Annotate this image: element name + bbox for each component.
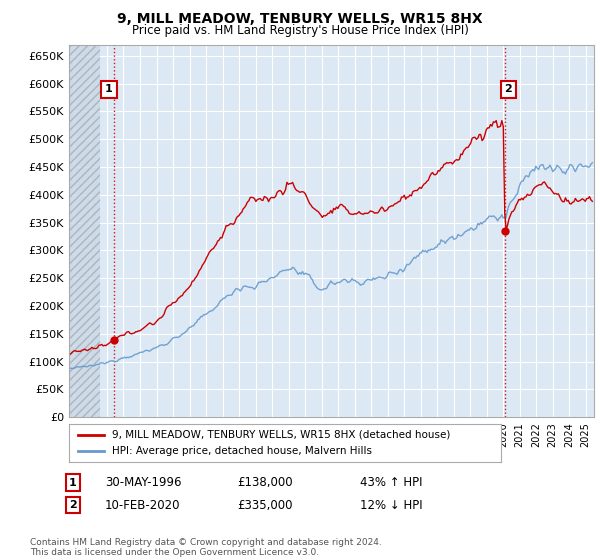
- Text: 2: 2: [69, 500, 77, 510]
- Text: £335,000: £335,000: [237, 498, 293, 512]
- Text: 12% ↓ HPI: 12% ↓ HPI: [360, 498, 422, 512]
- Text: 9, MILL MEADOW, TENBURY WELLS, WR15 8HX (detached house): 9, MILL MEADOW, TENBURY WELLS, WR15 8HX …: [112, 430, 451, 440]
- Text: 9, MILL MEADOW, TENBURY WELLS, WR15 8HX: 9, MILL MEADOW, TENBURY WELLS, WR15 8HX: [117, 12, 483, 26]
- Text: £138,000: £138,000: [237, 476, 293, 489]
- Text: 30-MAY-1996: 30-MAY-1996: [105, 476, 182, 489]
- Text: 2: 2: [505, 85, 512, 95]
- Text: Contains HM Land Registry data © Crown copyright and database right 2024.
This d: Contains HM Land Registry data © Crown c…: [30, 538, 382, 557]
- Text: 10-FEB-2020: 10-FEB-2020: [105, 498, 181, 512]
- Text: HPI: Average price, detached house, Malvern Hills: HPI: Average price, detached house, Malv…: [112, 446, 372, 456]
- Text: Price paid vs. HM Land Registry's House Price Index (HPI): Price paid vs. HM Land Registry's House …: [131, 24, 469, 37]
- Text: 1: 1: [69, 478, 77, 488]
- Text: 43% ↑ HPI: 43% ↑ HPI: [360, 476, 422, 489]
- Text: 1: 1: [105, 85, 113, 95]
